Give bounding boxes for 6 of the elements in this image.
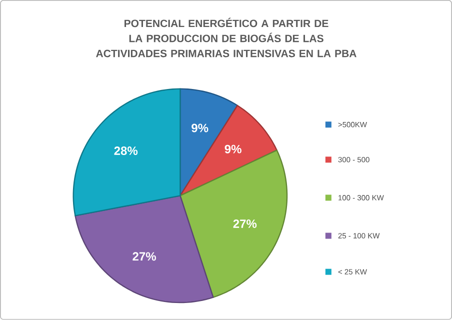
chart-title: POTENCIAL ENERGÉTICO A PARTIR DE LA PRODUCCION DE BIOGÁS DE LAS ACTIVIDADES PRIMARIAS INTENSIVAS EN LA PBA [96, 18, 356, 58]
data-label: 27% [132, 252, 156, 261]
data-label: 27% [233, 220, 257, 228]
data-label: 9% [224, 144, 242, 154]
data-label: 9% [192, 124, 208, 132]
data-label: 28% [114, 146, 138, 156]
